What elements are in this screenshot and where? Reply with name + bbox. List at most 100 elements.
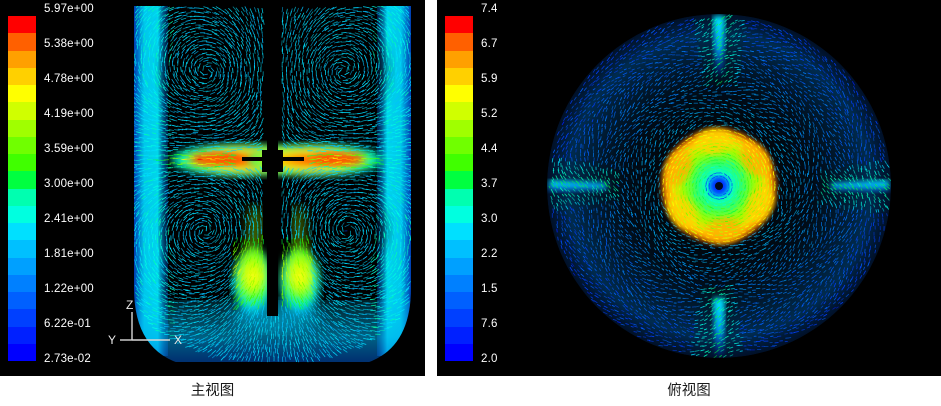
colorbar-band [8, 257, 36, 275]
vector-glyph [169, 201, 175, 206]
vector-glyph [286, 124, 290, 130]
vector-glyph [176, 14, 182, 18]
vector-glyph [231, 37, 235, 43]
vector-glyph [184, 183, 190, 185]
vector-glyph [134, 32, 138, 38]
vector-glyph [376, 73, 379, 79]
vector-glyph [332, 33, 338, 37]
vector-glyph [216, 332, 221, 337]
vector-glyph [367, 75, 371, 81]
vector-glyph [396, 24, 401, 30]
vector-glyph [228, 58, 232, 64]
vector-glyph [310, 33, 314, 39]
vector-glyph [408, 188, 411, 193]
vector-glyph [354, 325, 360, 328]
vector-glyph [157, 109, 163, 113]
vector-glyph [225, 214, 229, 220]
vector-glyph [218, 172, 224, 176]
vector-glyph [295, 56, 297, 63]
vector-glyph [285, 42, 287, 48]
vector-glyph [168, 205, 174, 209]
vector-glyph [357, 97, 363, 100]
vector-glyph [300, 297, 304, 303]
vector-glyph [136, 281, 141, 287]
vector-glyph [295, 94, 298, 100]
vector-glyph [222, 255, 227, 261]
vector-glyph [261, 250, 263, 257]
vector-glyph [397, 289, 403, 294]
vector-glyph [396, 305, 402, 309]
vector-glyph [219, 133, 225, 135]
vector-glyph [391, 267, 396, 273]
vector-glyph [341, 265, 348, 268]
vector-glyph [189, 260, 195, 264]
vector-glyph [235, 263, 239, 269]
vector-glyph [311, 242, 315, 249]
vector-glyph [170, 213, 174, 219]
vector-glyph [299, 116, 303, 121]
vector-glyph [295, 242, 298, 249]
vector-glyph [325, 37, 330, 42]
vector-glyph [346, 340, 352, 344]
vector-glyph [189, 243, 194, 248]
vector-glyph [258, 275, 261, 281]
vector-glyph [384, 192, 390, 197]
vector-glyph [316, 212, 320, 219]
vector-glyph [216, 53, 221, 57]
vector-glyph [139, 267, 142, 273]
vector-glyph [241, 116, 246, 121]
vector-glyph [392, 109, 398, 113]
vector-glyph [135, 159, 141, 162]
vector-glyph [152, 298, 158, 302]
vector-glyph [238, 212, 241, 219]
vector-glyph [135, 255, 137, 262]
vector-glyph [290, 322, 293, 329]
vector-glyph [228, 343, 232, 349]
vector-glyph [194, 36, 200, 38]
vector-glyph [384, 21, 389, 26]
vector-glyph [350, 317, 356, 321]
vector-glyph [369, 112, 375, 115]
vector-glyph [330, 242, 335, 247]
vector-glyph [138, 69, 141, 75]
vector-glyph [240, 338, 244, 344]
vector-glyph [344, 299, 351, 303]
vector-glyph [215, 279, 221, 283]
vector-glyph [318, 255, 323, 260]
vector-glyph [387, 52, 390, 58]
vector-glyph [198, 309, 204, 312]
vector-glyph [216, 190, 222, 193]
vector-glyph [186, 212, 191, 216]
vector-glyph [372, 50, 376, 56]
vector-glyph [203, 63, 209, 67]
vector-glyph [176, 125, 183, 128]
vector-glyph [166, 69, 169, 75]
vector-glyph [328, 189, 334, 193]
vector-glyph [166, 284, 171, 288]
vector-glyph [337, 328, 343, 332]
vector-glyph [392, 118, 398, 121]
vector-glyph [134, 123, 140, 126]
vector-glyph [186, 264, 192, 267]
vector-glyph [158, 74, 161, 80]
vector-glyph [194, 242, 199, 247]
vector-glyph [312, 259, 316, 265]
vector-glyph [344, 302, 350, 306]
vector-glyph [214, 299, 220, 303]
vector-glyph [232, 327, 237, 333]
vector-glyph [134, 225, 137, 232]
vector-glyph [240, 169, 246, 173]
vector-glyph [329, 78, 333, 84]
vector-glyph [169, 29, 175, 34]
vector-glyph [253, 284, 257, 290]
vector-glyph [386, 75, 390, 81]
vector-glyph [161, 170, 167, 173]
vector-glyph [313, 41, 318, 46]
vector-glyph [326, 251, 331, 257]
vector-glyph [302, 242, 305, 248]
vector-glyph [152, 110, 157, 114]
vector-glyph [157, 275, 162, 281]
vector-glyph [228, 32, 233, 38]
vector-glyph [193, 33, 200, 35]
vector-glyph [341, 32, 347, 34]
